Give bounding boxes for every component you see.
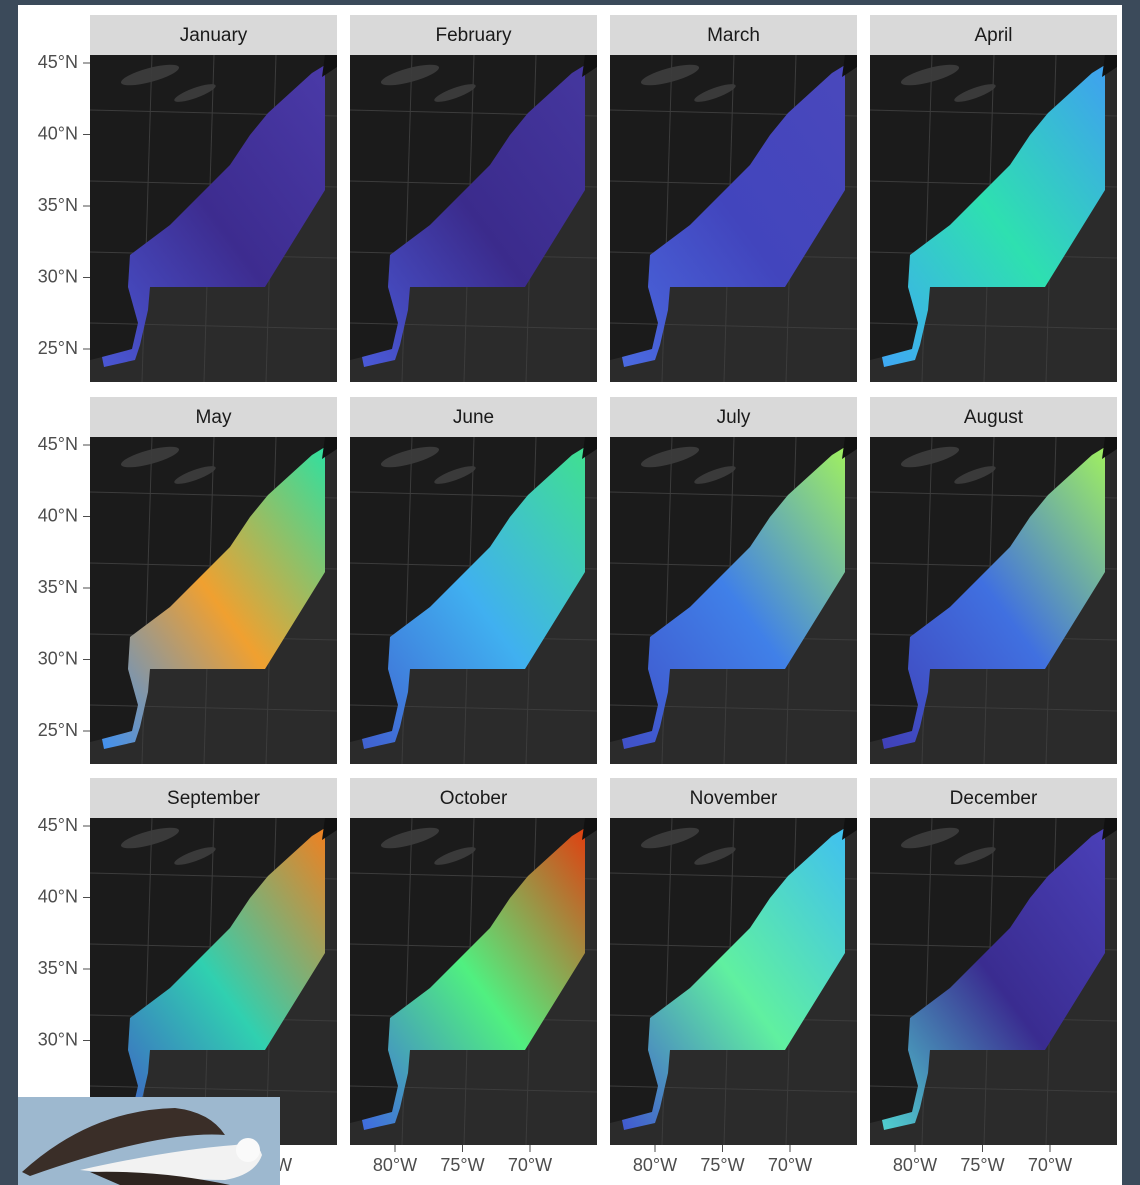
bird-head [236, 1138, 260, 1162]
panel: August [870, 397, 1117, 764]
y-axis-label: 30°N [38, 648, 78, 668]
figure: January February March April May June July Augu… [0, 0, 1140, 1185]
panel: January [90, 15, 337, 382]
panel: February [350, 15, 597, 382]
x-axis-label: 75°W [440, 1155, 484, 1175]
panel-title: April [974, 25, 1012, 46]
panel-title: March [707, 25, 760, 46]
panel-title: December [950, 788, 1038, 809]
panel-title: August [964, 407, 1024, 428]
panel: November [610, 778, 857, 1145]
panel: May [90, 397, 337, 764]
y-axis-label: 45°N [38, 434, 78, 454]
y-axis-label: 40°N [38, 886, 78, 906]
x-axis-label: 80°W [633, 1155, 677, 1175]
y-axis-label: 35°N [38, 195, 78, 215]
panel-title: July [717, 407, 751, 428]
y-axis-label: 40°N [38, 123, 78, 143]
panel: March [610, 15, 857, 382]
panel-title: May [196, 407, 232, 428]
panel-title: June [453, 407, 494, 428]
y-axis-label: 30°N [38, 266, 78, 286]
x-axis-label: 75°W [700, 1155, 744, 1175]
page: {"panels": ["January", "February", "Marc… [0, 0, 1140, 1185]
x-axis-label: 70°W [508, 1155, 552, 1175]
panel: April [870, 15, 1117, 382]
panel-title: September [167, 788, 261, 809]
panel-title: November [690, 788, 778, 809]
panel: October [350, 778, 597, 1145]
panel-title: October [440, 788, 508, 809]
x-axis-label: 80°W [373, 1155, 417, 1175]
y-axis-label: 45°N [38, 815, 78, 835]
y-axis-label: 30°N [38, 1029, 78, 1049]
bird-photo [18, 1097, 280, 1185]
x-axis-label: 80°W [893, 1155, 937, 1175]
y-axis-label: 40°N [38, 505, 78, 525]
panel: July [610, 397, 857, 764]
y-axis-label: 35°N [38, 577, 78, 597]
panel: June [350, 397, 597, 764]
x-axis-label: 70°W [1028, 1155, 1072, 1175]
y-axis-label: 25°N [38, 720, 78, 740]
y-axis-label: 35°N [38, 958, 78, 978]
x-axis-label: 70°W [768, 1155, 812, 1175]
x-axis-label: 75°W [960, 1155, 1004, 1175]
y-axis-label: 45°N [38, 52, 78, 72]
panel: December [870, 778, 1117, 1145]
panel-title: January [180, 25, 248, 46]
y-axis-label: 25°N [38, 338, 78, 358]
panel-title: February [435, 25, 512, 46]
panel: September [90, 778, 337, 1145]
